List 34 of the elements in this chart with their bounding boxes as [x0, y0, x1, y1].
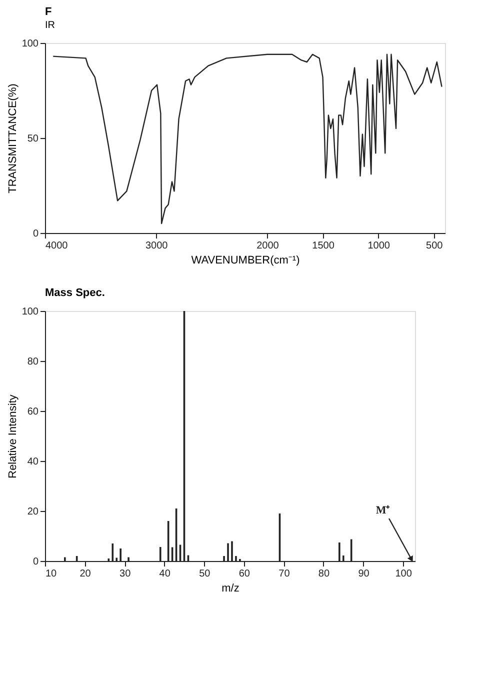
x-tick-label: 20: [80, 568, 92, 580]
x-tick-label: 70: [278, 568, 290, 580]
x-tick-label: 4000: [46, 240, 68, 252]
x-axis-title: WAVENUMBER(cm⁻¹): [191, 254, 300, 266]
x-tick-label: 2000: [256, 240, 280, 252]
x-tick-label: 40: [159, 568, 171, 580]
x-tick-label: 100: [395, 568, 412, 580]
annotation: M⁺: [376, 504, 390, 516]
x-tick-label: 50: [199, 568, 211, 580]
y-tick-label: 0: [32, 228, 39, 240]
chart-subtitle: IR: [45, 20, 55, 31]
y-axis-title: TRANSMITTANCE(%): [6, 84, 19, 194]
x-tick-label: 30: [120, 568, 132, 580]
x-tick-label: 3000: [145, 240, 168, 252]
y-axis-title: Relative Intensity: [6, 394, 19, 478]
y-tick-label: 80: [27, 356, 39, 368]
y-tick-label: 0: [32, 556, 39, 568]
line-series: [52, 54, 442, 224]
y-tick-label: 100: [22, 306, 39, 318]
y-tick-label: 100: [22, 38, 39, 50]
x-tick-label: 10: [46, 568, 58, 580]
y-tick-label: 20: [27, 506, 39, 518]
x-tick-label: 1500: [312, 240, 335, 252]
chart-title: F: [45, 6, 52, 18]
chart-title: Mass Spec.: [45, 287, 105, 299]
x-axis-title: m/z: [222, 582, 240, 594]
x-tick-label: 1000: [368, 240, 390, 252]
x-tick-label: 60: [238, 568, 250, 580]
y-tick-label: 40: [27, 456, 39, 468]
x-tick-label: 500: [426, 240, 444, 252]
y-tick-label: 60: [27, 406, 39, 418]
y-tick-label: 50: [27, 134, 39, 144]
x-tick-label: 90: [358, 568, 370, 580]
x-tick-label: 80: [318, 568, 330, 580]
